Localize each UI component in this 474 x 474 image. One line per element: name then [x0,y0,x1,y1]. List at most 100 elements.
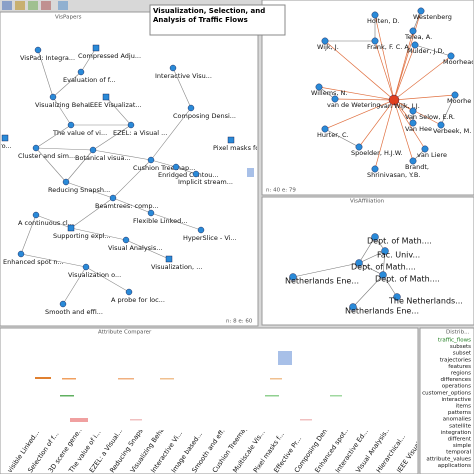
list-item[interactable]: different [448,437,472,443]
list-item[interactable]: anomalies [443,417,471,423]
edge [150,212,202,231]
edge [65,181,114,199]
edge [292,262,360,278]
node[interactable] [82,263,90,271]
node[interactable] [67,224,75,232]
node[interactable] [421,145,429,153]
node[interactable] [127,121,135,129]
node[interactable] [125,288,133,296]
node[interactable] [147,156,155,164]
node[interactable] [1,134,9,142]
node[interactable] [371,37,379,45]
node[interactable] [59,300,67,308]
node[interactable] [227,136,235,144]
node[interactable] [451,91,459,99]
node[interactable] [187,104,195,112]
list-item[interactable]: traffic_flows [438,338,471,344]
list-item[interactable]: subset [453,351,472,357]
node[interactable] [169,64,177,72]
cell [118,378,134,380]
panel-title: VisPapers [55,15,82,21]
node[interactable] [197,226,205,234]
node[interactable] [409,107,417,115]
node[interactable] [67,121,75,129]
list-item[interactable]: operations [442,384,471,390]
node[interactable] [62,178,70,186]
node[interactable] [381,247,389,255]
edge [105,96,132,126]
node[interactable] [437,121,445,129]
list-item[interactable]: temporal [446,450,471,456]
node[interactable] [411,41,419,49]
node[interactable] [409,119,417,127]
list-item[interactable]: trajectories [440,357,471,363]
node[interactable] [355,143,363,151]
tool-icon[interactable] [15,1,25,10]
node[interactable] [34,46,42,54]
node-label: Flexible Linked... [133,217,187,225]
node[interactable] [289,273,297,281]
node[interactable] [371,165,379,173]
node[interactable] [172,163,180,171]
node[interactable] [371,233,379,241]
node-label: Compressed Adju... [78,52,141,60]
node[interactable] [388,94,400,106]
node[interactable] [32,144,40,152]
edge [393,94,456,101]
node[interactable] [315,83,323,91]
list-item[interactable]: attribute_values [426,456,471,462]
node[interactable] [122,236,130,244]
node[interactable] [409,27,417,35]
tool-icon[interactable] [58,1,68,10]
list-item[interactable]: differences [441,377,472,383]
node[interactable] [447,52,455,60]
list-item[interactable]: subsets [450,344,471,350]
node[interactable] [331,95,339,103]
authors-graph: Holten, D. Westenberg Telea, A. Frank, F. C… [311,7,473,179]
node[interactable] [321,125,329,133]
node[interactable] [165,255,173,263]
edge [125,239,170,260]
tool-icon[interactable] [2,1,12,10]
node[interactable] [89,146,97,154]
node[interactable] [102,93,110,101]
node-label: Spoelder, H.J.W. [351,149,403,157]
node-label: Evaluation of f... [63,76,116,84]
node[interactable] [32,211,40,219]
node[interactable] [409,157,417,165]
node-label: The Netherlands... [388,297,463,306]
node[interactable] [417,7,425,15]
list-item[interactable]: features [448,364,471,370]
status: n: 8 e: 60 [226,319,253,325]
list-item[interactable]: patterns [448,410,471,416]
node[interactable] [17,250,25,258]
edge [80,47,97,73]
node[interactable] [349,303,357,311]
node[interactable] [379,271,387,279]
list-item[interactable]: items [456,404,471,410]
cell [70,418,88,422]
edge [85,266,130,293]
node[interactable] [321,37,329,45]
node[interactable] [92,44,100,52]
node[interactable] [109,194,117,202]
node[interactable] [355,259,363,267]
node[interactable] [77,68,85,76]
list-item[interactable]: simple [453,443,472,449]
list-item[interactable]: integration [441,430,472,436]
node[interactable] [49,93,57,101]
list-item[interactable]: regions [451,371,471,377]
node[interactable] [393,293,401,301]
node[interactable] [192,170,200,178]
list-item[interactable]: customer_options [422,390,471,396]
tool-icon[interactable] [28,1,38,10]
node[interactable] [371,11,379,19]
list-item[interactable]: applications [438,463,471,469]
tool-icon[interactable] [41,1,51,10]
node-label: Enhanced spot n... [3,258,64,266]
node-label: Dept. of Math.... [375,275,440,284]
list-item[interactable]: satellite [449,423,472,429]
node[interactable] [147,209,155,217]
list-item[interactable]: interactive [441,397,471,403]
node-label: HyperSlice - Vi... [183,234,237,242]
